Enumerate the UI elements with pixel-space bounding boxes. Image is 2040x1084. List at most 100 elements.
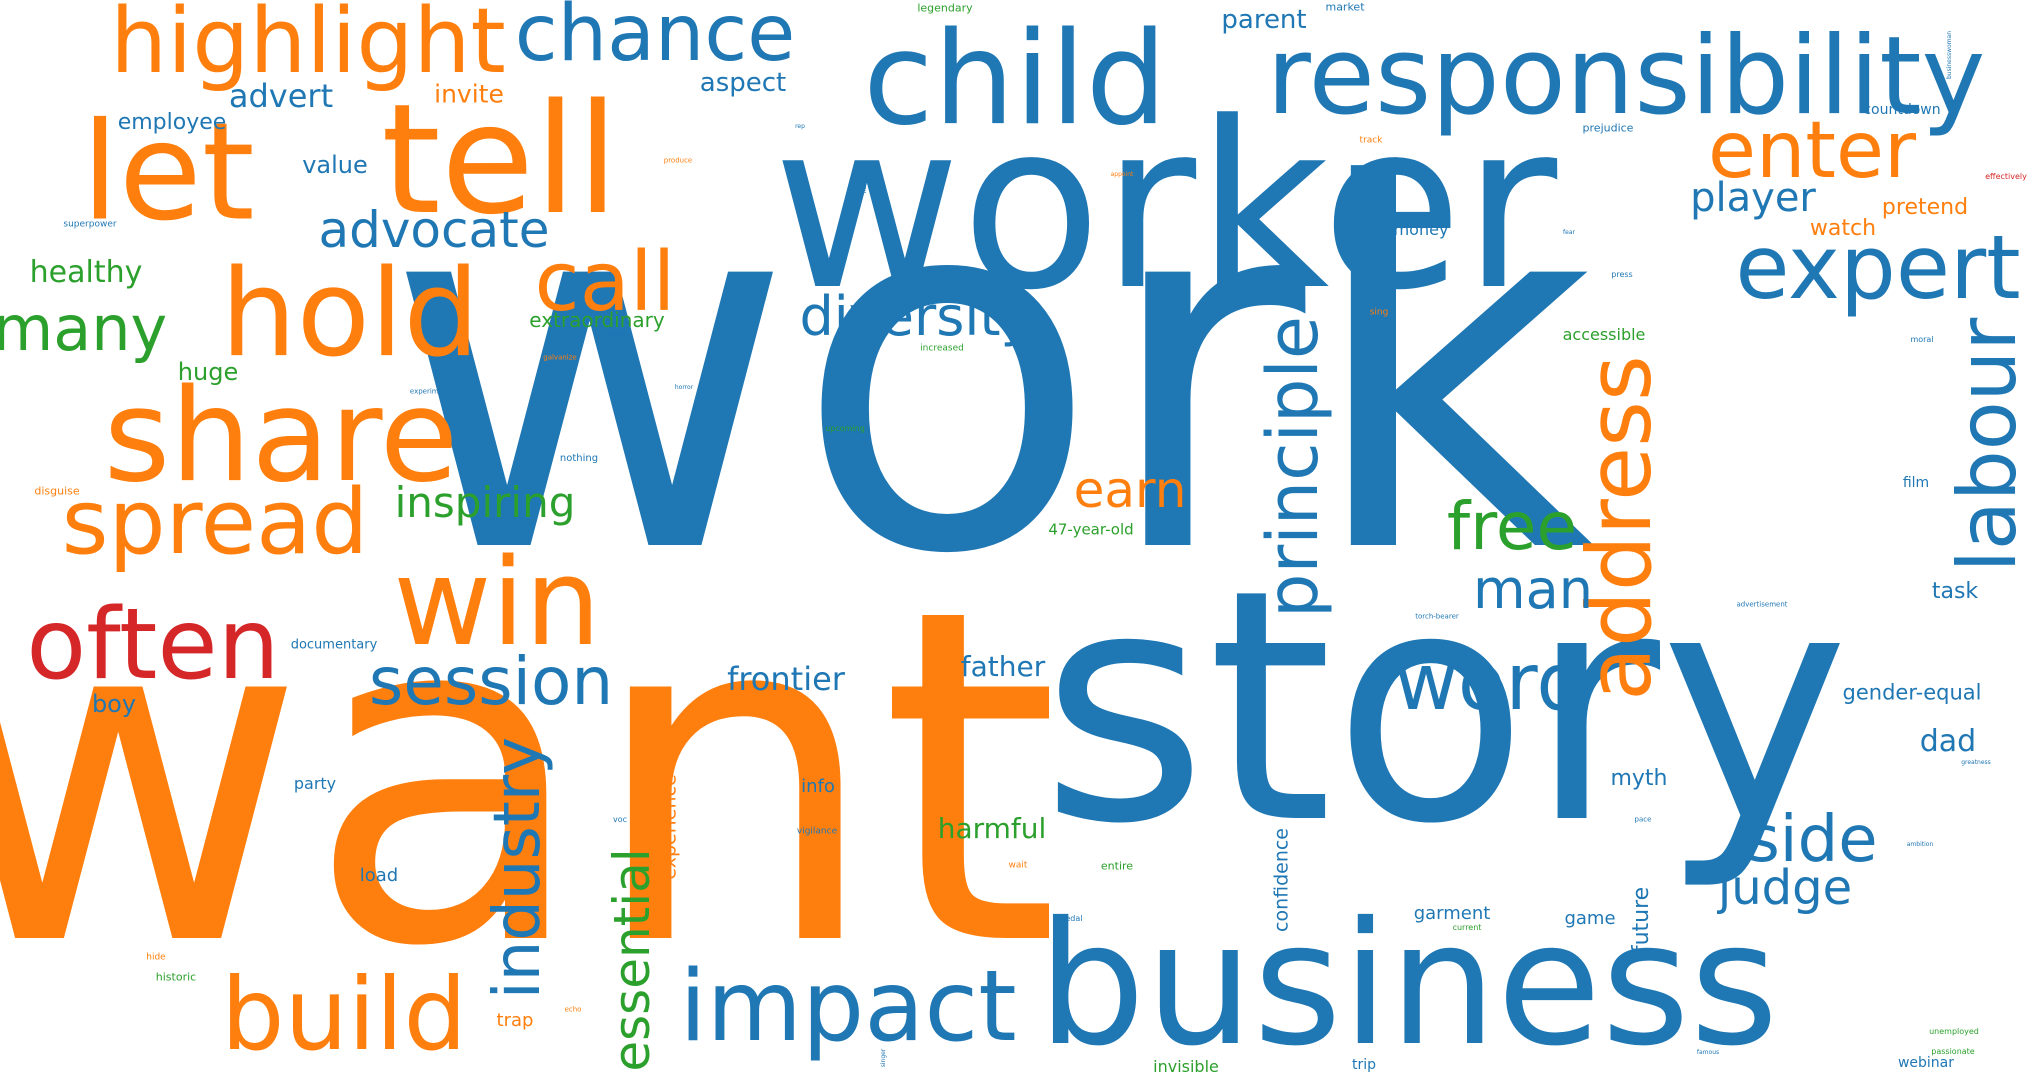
word-word: word — [1394, 644, 1586, 722]
word-trap: trap — [497, 1012, 534, 1030]
word-boy: boy — [92, 692, 136, 716]
word-garment: garment — [1414, 905, 1491, 923]
word-effectively: effectively — [1985, 173, 2027, 181]
word-confidence: confidence — [1273, 828, 1292, 932]
word-invite: invite — [434, 82, 504, 107]
word-experiment: experiment — [410, 389, 450, 396]
word-unemployed: unemployed — [1929, 1028, 1979, 1036]
word-sing: sing — [1370, 309, 1389, 318]
word-market: market — [1325, 2, 1364, 13]
word-upcoming: upcoming — [825, 425, 865, 433]
word-address: address — [1576, 355, 1664, 701]
word-principle: principle — [1258, 316, 1328, 618]
word-voc: voc — [613, 816, 627, 824]
word-often: often — [26, 596, 280, 694]
word-future: future — [1631, 887, 1653, 953]
word-inspiring: inspiring — [395, 482, 576, 524]
word-load: load — [360, 867, 398, 885]
word-hide: hide — [146, 954, 165, 963]
word-advertisement: advertisement — [1736, 602, 1787, 609]
word-huge: huge — [178, 360, 238, 384]
word-famous: famous — [1697, 1050, 1719, 1056]
word-gender-equal: gender-equal — [1843, 683, 1982, 704]
word-extraordinary: extraordinary — [529, 310, 664, 330]
word-nursery: nursery — [862, 171, 868, 194]
word-info: info — [801, 778, 835, 796]
word-child: child — [863, 16, 1167, 144]
word-fairness: fairness — [607, 332, 631, 338]
word-advert: advert — [229, 80, 333, 112]
word-earn: earn — [1074, 465, 1187, 515]
word-session: session — [369, 649, 613, 715]
word-harmful: harmful — [938, 815, 1047, 843]
word-horror: horror — [675, 385, 693, 391]
word-pretend: pretend — [1882, 197, 1968, 219]
word-disguise: disguise — [34, 486, 79, 497]
word-torch-bearer: torch-bearer — [1415, 614, 1459, 621]
word-expert: expert — [1735, 224, 2020, 312]
word-build: build — [221, 965, 467, 1065]
word-money: money — [1394, 222, 1449, 238]
word-greatness: greatness — [1961, 760, 1991, 766]
word-free: free — [1447, 494, 1577, 560]
word-myth: myth — [1610, 768, 1667, 790]
word-essential: essential — [607, 848, 657, 1071]
word-fear: fear — [1563, 230, 1575, 236]
word-trip: trip — [1352, 1058, 1376, 1072]
word-advocate: advocate — [318, 205, 549, 255]
word-singer: singer — [881, 1049, 887, 1068]
word-produce: produce — [664, 158, 693, 165]
word-party: party — [294, 776, 336, 792]
word-frontier: frontier — [727, 663, 845, 695]
word-pace: pace — [1635, 817, 1652, 824]
word-increased: increased — [920, 345, 964, 354]
word-current: current — [1453, 924, 1482, 932]
word-task: task — [1932, 581, 1978, 603]
word-industry: industry — [486, 737, 550, 999]
word-judge: judge — [1718, 864, 1852, 912]
word-countdown: countdown — [1863, 103, 1940, 117]
word-appoint: appoint — [1111, 172, 1134, 178]
word-medal: medal — [1058, 915, 1083, 923]
word-47-year-old: 47-year-old — [1048, 523, 1133, 538]
word-webinar: webinar — [1898, 1056, 1954, 1070]
word-film: film — [1903, 476, 1929, 490]
word-game: game — [1564, 910, 1615, 928]
word-historic: historic — [156, 972, 196, 983]
word-experience: experience — [661, 774, 680, 879]
word-prejudice: prejudice — [1583, 123, 1634, 134]
word-spread: spread — [62, 478, 369, 568]
word-vigilance: vigilance — [797, 828, 837, 837]
word-echo: echo — [565, 1007, 582, 1014]
word-impact: impact — [679, 958, 1016, 1056]
word-documentary: documentary — [291, 639, 378, 652]
word-passionate: passionate — [1931, 1048, 1974, 1056]
word-rep: rep — [795, 124, 805, 130]
word-healthy: healthy — [30, 258, 143, 288]
word-businesswoman: businesswoman — [1947, 31, 1953, 79]
word-highlight: highlight — [110, 0, 506, 87]
word-value: value — [302, 153, 368, 177]
word-nothing: nothing — [560, 454, 598, 464]
word-entire: entire — [1101, 861, 1133, 872]
word-accessible: accessible — [1563, 327, 1646, 343]
word-invisible: invisible — [1153, 1059, 1219, 1075]
word-employee: employee — [118, 112, 227, 134]
word-press: press — [1611, 271, 1632, 279]
word-ambition: ambition — [1907, 842, 1934, 848]
word-labour: labour — [1948, 318, 2028, 573]
word-legendary: legendary — [917, 3, 972, 14]
word-business: business — [1038, 900, 1779, 1070]
word-galvanize: galvanize — [543, 355, 576, 362]
word-wait: wait — [1009, 862, 1028, 871]
word-dad: dad — [1920, 727, 1976, 757]
word-aspect: aspect — [700, 70, 786, 96]
word-father: father — [961, 653, 1045, 681]
word-many: many — [0, 298, 167, 360]
word-watch: watch — [1810, 218, 1876, 240]
word-parent: parent — [1221, 7, 1306, 33]
word-man: man — [1473, 563, 1593, 617]
word-track: track — [1360, 137, 1383, 146]
word-diversity: diversity — [800, 290, 1033, 344]
